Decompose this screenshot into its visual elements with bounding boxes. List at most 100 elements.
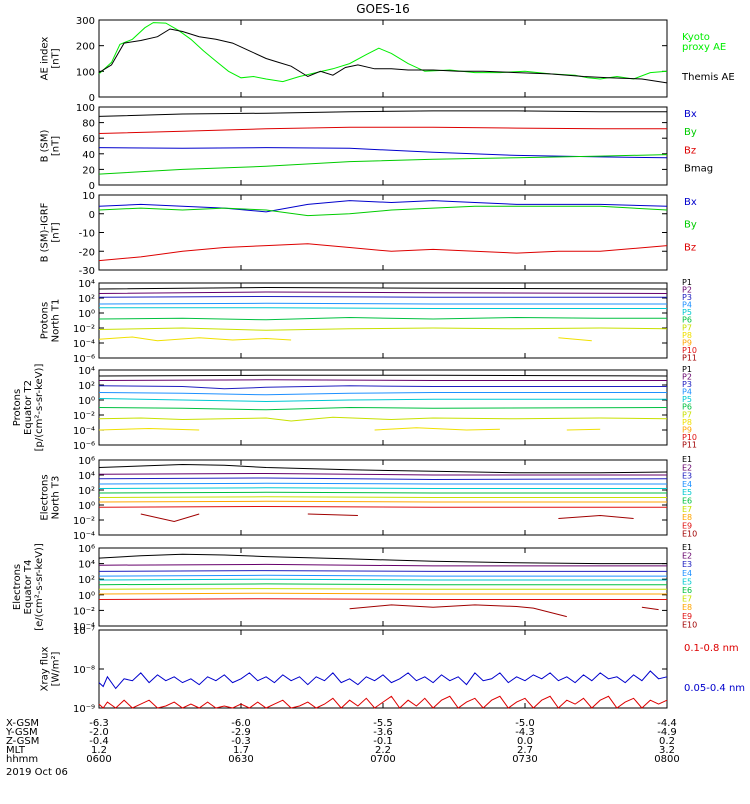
series-line-pe-p2 (98, 379, 667, 381)
footer-value: 0.2 (659, 736, 675, 747)
footer-row-label: MLT (6, 745, 26, 756)
series-line-b-bz (98, 126, 667, 134)
y-axis-label-xray: Xray flux (40, 647, 51, 692)
legend-pe-9: P10 (682, 433, 697, 442)
y-tick-label-en: 10² (78, 486, 95, 497)
series-line-pn-p8 (98, 336, 292, 342)
y-tick-label-pe: 10⁻⁴ (73, 426, 95, 437)
footer-value: 1.2 (91, 745, 107, 756)
legend-b-3: Bmag (684, 163, 713, 174)
footer-row-label: Z-GSM (6, 736, 39, 747)
y-tick-label-b: 60 (82, 134, 95, 145)
legend-pn-3: P4 (682, 301, 692, 310)
legend-ae-1: proxy AE (682, 42, 726, 53)
y-tick-label-bigrf: 10 (82, 191, 95, 202)
y-axis-label-pe: [p/(cm²-s-sr-keV)] (34, 364, 45, 452)
y-axis-label-b: [nT] (51, 136, 62, 156)
legend-pe-1: P2 (682, 373, 692, 382)
legend-pe-5: P6 (682, 403, 692, 412)
y-tick-label-ae: 200 (76, 42, 95, 53)
legend-pn-0: P1 (682, 278, 692, 287)
y-tick-label-ee: 10⁶ (78, 544, 95, 555)
y-tick-label-pn: 10⁻² (73, 324, 95, 335)
series-line-ee-e8 (98, 592, 667, 595)
y-tick-label-ee: 10⁻⁴ (73, 622, 95, 633)
series-line-b-bmag (98, 110, 667, 117)
legend-ee-9: E10 (682, 620, 697, 629)
footer-value: 0700 (370, 754, 395, 765)
footer-row-label: X-GSM (6, 718, 39, 729)
footer-value: -2.0 (89, 727, 109, 738)
series-line-ee-e6 (98, 583, 667, 586)
legend-pn-1: P2 (682, 286, 692, 295)
legend-ae-0: Kyoto (682, 32, 710, 43)
panel-frame-b (98, 106, 668, 186)
legend-pn-9: P10 (682, 346, 697, 355)
series-line-en-e2 (98, 472, 667, 476)
y-axis-label-bigrf: B (SM)-IGRF (40, 202, 51, 262)
y-tick-label-ae: 100 (76, 67, 95, 78)
legend-pn-2: P3 (682, 293, 692, 302)
series-line-pe-p8 (566, 428, 601, 431)
legend-pe-6: P7 (682, 410, 692, 419)
legend-pn-10: P11 (682, 353, 697, 362)
legend-en-8: E9 (682, 521, 692, 530)
legend-en-2: E3 (682, 472, 692, 481)
legend-ee-2: E3 (682, 560, 692, 569)
series-line-ee-e10 (641, 606, 659, 611)
y-tick-label-pn: 10² (78, 294, 95, 305)
footer-value: -0.1 (373, 736, 393, 747)
footer-value: -6.0 (231, 718, 251, 729)
y-tick-label-ae: 0 (89, 93, 95, 104)
series-line-en-e5 (98, 487, 667, 489)
chart-title: GOES-16 (356, 2, 410, 16)
legend-bigrf-2: Bz (684, 242, 696, 253)
footer-date: 2019 Oct 06 (6, 767, 68, 778)
panel-frame-xray (98, 629, 668, 709)
legend-bigrf-0: Bx (684, 197, 697, 208)
series-line-b-by (98, 154, 668, 175)
legend-pe-0: P1 (682, 365, 692, 374)
legend-ee-4: E5 (682, 577, 692, 586)
y-tick-label-ee: 10⁴ (78, 560, 95, 571)
legend-pn-8: P9 (682, 338, 692, 347)
legend-xray-0: 0.1-0.8 nm (684, 643, 739, 654)
footer-value: -4.9 (657, 727, 677, 738)
y-axis-label-en: Electrons (40, 474, 51, 520)
legend-ee-6: E7 (682, 595, 692, 604)
y-tick-label-bigrf: -20 (79, 247, 95, 258)
y-axis-label-en: North T3 (51, 476, 62, 520)
series-line-pe-p8 (374, 427, 500, 431)
legend-pe-4: P5 (682, 395, 692, 404)
y-tick-label-ae: 300 (76, 16, 95, 27)
y-axis-label-bigrf: [nT] (51, 222, 62, 242)
legend-ee-0: E1 (682, 543, 692, 552)
y-axis-label-pe: Protons (12, 389, 23, 426)
series-line-en-e10 (140, 513, 200, 523)
y-axis-label-pn: North T1 (51, 299, 62, 343)
legend-pe-2: P3 (682, 380, 692, 389)
legend-xray-1: 0.05-0.4 nm (684, 683, 745, 694)
y-tick-label-en: 10⁻² (73, 516, 95, 527)
series-line-ee-e7 (98, 588, 667, 590)
legend-ee-1: E2 (682, 552, 692, 561)
footer-value: 2.2 (375, 745, 391, 756)
y-axis-label-ae: AE index (40, 37, 51, 81)
series-line-ee-e3 (98, 570, 667, 572)
y-tick-label-pn: 10⁻⁴ (73, 339, 95, 350)
legend-ee-8: E9 (682, 612, 692, 621)
footer-row-label: hhmm (6, 754, 38, 765)
footer-value: 1.7 (233, 745, 249, 756)
footer-value: 0730 (512, 754, 537, 765)
legend-pe-10: P11 (682, 440, 697, 449)
footer-value: 3.2 (659, 745, 675, 756)
series-line-ae-themis-ae (98, 28, 668, 84)
footer-value: 0800 (654, 754, 679, 765)
series-line-pn-p3 (98, 295, 667, 298)
legend-en-7: E8 (682, 513, 692, 522)
y-tick-label-bigrf: -10 (79, 229, 95, 240)
legend-b-1: By (684, 127, 697, 138)
y-tick-label-en: 10⁶ (78, 456, 95, 467)
